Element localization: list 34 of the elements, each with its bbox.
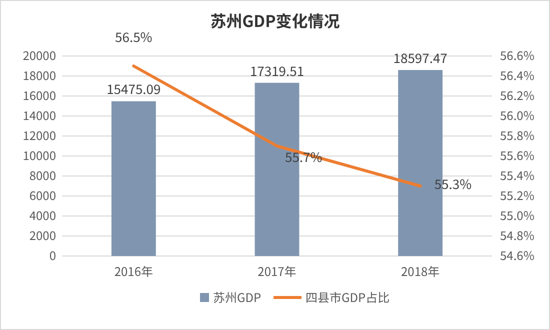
y-tick-label: 20000	[22, 47, 56, 64]
y2-tick-label: 56.4%	[500, 67, 534, 84]
y2-tick-label: 56.6%	[500, 47, 534, 64]
y-tick-label: 12000	[22, 127, 56, 144]
x-tick-label: 2016年	[114, 263, 153, 280]
y-tick-label: 6000	[29, 187, 56, 204]
y2-tick-label: 55.6%	[500, 147, 534, 164]
bar	[111, 101, 156, 256]
legend-label: 苏州GDP	[213, 289, 262, 306]
y-tick-label: 14000	[22, 107, 56, 124]
y-tick-label: 18000	[22, 67, 56, 84]
x-tick-label: 2017年	[258, 263, 296, 280]
y2-tick-label: 55.8%	[500, 127, 534, 144]
y-tick-label: 10000	[22, 147, 56, 164]
y2-tick-label: 54.6%	[500, 247, 534, 264]
y2-tick-label: 56.0%	[500, 107, 534, 124]
y-tick-label: 8000	[29, 167, 56, 184]
data-label: 55.7%	[285, 147, 322, 166]
x-tick-label: 2018年	[401, 263, 440, 280]
y2-tick-label: 56.2%	[500, 87, 534, 104]
y-tick-label: 4000	[29, 207, 56, 224]
y2-tick-label: 55.2%	[500, 187, 534, 204]
y2-tick-label: 55.0%	[500, 207, 534, 224]
data-label: 15475.09	[106, 79, 161, 98]
y-tick-label: 0	[49, 247, 56, 264]
legend-label: 四县市GDP占比	[306, 289, 390, 306]
data-label: 17319.51	[250, 60, 304, 80]
y-tick-label: 16000	[22, 87, 56, 104]
chart-title: 苏州GDP变化情况	[210, 8, 340, 32]
y-tick-label: 2000	[29, 227, 56, 244]
data-label: 18597.47	[393, 48, 448, 68]
y2-tick-label: 55.4%	[500, 167, 534, 184]
y2-tick-label: 54.8%	[500, 227, 534, 244]
data-label: 56.5%	[115, 27, 152, 46]
